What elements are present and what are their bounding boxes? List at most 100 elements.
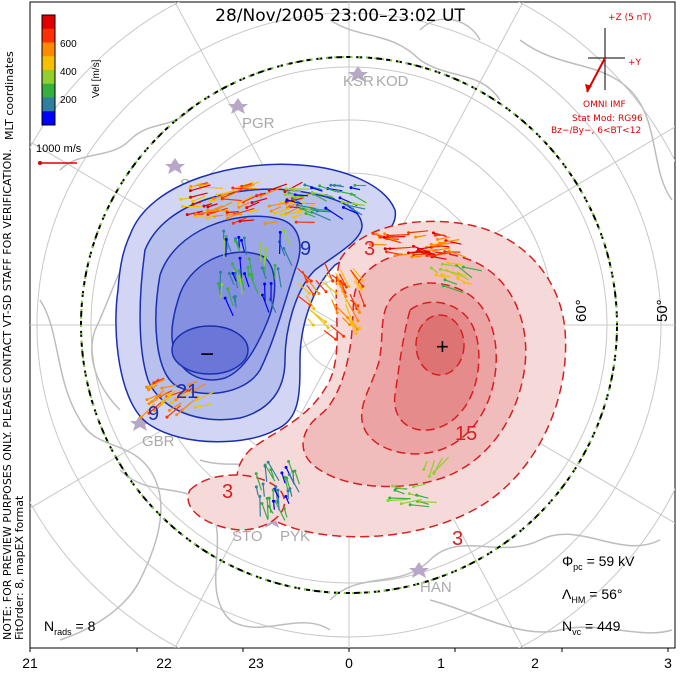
velocity-vector-origin [153,409,157,413]
velocity-vector-origin [447,249,451,253]
velocity-vector [323,330,336,340]
velocity-vector-origin [250,201,254,205]
stat-phi-sub: pc [573,561,583,572]
velocity-vector [306,284,315,295]
velocity-vector-origin [283,190,287,194]
velocity-vector-origin [246,265,250,269]
velocity-vector [418,246,432,250]
imf-y-label: +Y [628,58,642,68]
x-tick-0: 0 [345,655,353,671]
velocity-vector [339,269,350,287]
velocity-vector [352,267,364,281]
color-bar-segment [42,70,55,85]
velocity-vector-origin [311,323,315,327]
velocity-vector [244,184,255,188]
velocity-vector [227,212,240,219]
velocity-vector-origin [258,494,262,498]
velocity-vector-origin [269,468,273,472]
velocity-vector [274,207,291,214]
velocity-vector-origin [187,383,191,387]
velocity-vector-origin [191,199,195,203]
velocity-vector-origin [324,290,328,294]
velocity-vector [234,240,241,253]
velocity-vector-origin [261,482,265,486]
velocity-vector [297,267,312,282]
velocity-vector-origin [243,272,247,276]
velocity-vector-origin [284,187,288,191]
velocity-vector-origin [208,199,212,203]
velocity-vector [227,211,239,214]
velocity-vector [214,214,224,217]
velocity-vector [153,377,165,384]
neg-label-9-bottom: 9 [148,403,159,425]
velocity-vector [239,275,243,295]
x-tick-3: 3 [664,655,672,671]
imf-model: Stat Mod: RG96 [572,114,643,124]
velocity-vector-origin [310,186,314,190]
velocity-vector [255,473,262,491]
velocity-vector-origin [318,184,322,188]
velocity-vector-origin [269,209,273,213]
velocity-vector-origin [432,471,436,475]
velocity-vector-origin [461,265,465,269]
velocity-vector-origin [349,186,353,190]
velocity-vector [264,466,268,482]
velocity-vector-origin [247,257,251,261]
velocity-vector [282,230,291,247]
velocity-vector-origin [345,299,349,303]
velocity-vector-origin [259,194,263,198]
velocity-vector-origin [353,183,357,187]
velocity-vector [288,461,295,477]
velocity-vector [275,486,279,504]
velocity-vector-origin [238,256,242,260]
velocity-vector [350,269,364,287]
station-pgr: PGR [242,115,275,132]
velocity-vector-origin [167,408,171,412]
velocity-vector [298,203,316,212]
velocity-vector [250,208,260,213]
velocity-vector [435,274,447,279]
velocity-vector-origin [358,310,362,314]
velocity-vector-origin [422,467,426,471]
velocity-vector [188,380,198,386]
velocity-vector-origin [237,205,241,209]
velocity-vector-origin [315,209,319,213]
velocity-vector [431,245,444,248]
velocity-vector [207,207,228,216]
velocity-vector-origin [407,492,411,496]
velocity-vector-origin [310,190,314,194]
velocity-vector [195,403,211,408]
velocity-vector [410,504,430,508]
velocity-vector-origin [408,503,412,507]
velocity-vector [183,388,194,398]
stat-n-vc: Nvc = 449 [562,618,620,637]
velocity-vector-origin [225,213,229,217]
velocity-vector-origin [273,263,277,267]
velocity-vector [287,202,297,209]
velocity-vector [246,201,260,209]
velocity-vector [419,500,437,504]
velocity-vector [140,403,156,418]
velocity-vector-origin [294,220,298,224]
velocity-vector-origin [427,474,431,478]
velocity-vector-origin [264,247,268,251]
velocity-vector-origin [331,279,335,283]
x-tick-1: 1 [437,655,445,671]
velocity-vector-origin [343,282,347,286]
velocity-vector-origin [288,487,292,491]
velocity-vector [305,295,315,309]
station-sto: STO [232,528,263,545]
velocity-vector-origin [225,210,229,214]
velocity-vector-origin [415,493,419,497]
velocity-vector-origin [283,475,287,479]
velocity-vector [305,212,316,218]
stat-nrads-sub: rads [54,626,72,637]
velocity-vector-origin [248,209,252,213]
velocity-vector [415,234,427,238]
velocity-vector-origin [185,213,189,217]
pos-fill-core [415,314,465,376]
velocity-vector-origin [265,496,269,500]
velocity-vector [447,262,462,266]
velocity-vector [269,299,277,314]
neg-fill-core [171,325,249,375]
